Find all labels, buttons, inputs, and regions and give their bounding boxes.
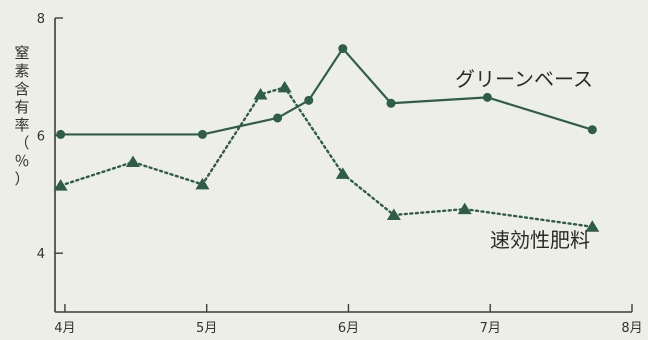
data-point-circle	[197, 129, 207, 139]
data-point-triangle	[457, 202, 472, 215]
data-point-triangle	[253, 87, 268, 100]
data-point-triangle	[195, 177, 210, 190]
x-tick-label: 7月	[480, 321, 501, 336]
data-point-circle	[482, 92, 492, 102]
data-point-circle	[304, 95, 314, 105]
x-tick-label: 8月	[621, 321, 642, 336]
data-point-circle	[386, 98, 396, 108]
series-label-fast-fertilizer: 速効性肥料	[490, 228, 590, 252]
y-axis-label-char: 窒	[14, 44, 29, 62]
data-point-triangle	[277, 80, 292, 93]
data-point-circle	[273, 113, 283, 123]
x-tick-label: 6月	[338, 321, 359, 336]
series-label-green-base: グリーンベース	[455, 67, 593, 91]
series-line-1	[59, 47, 594, 136]
x-tick-label: 5月	[196, 321, 217, 336]
data-point-circle	[56, 129, 66, 139]
y-axis-label-char: 素	[14, 62, 29, 80]
y-axis-label-char: ）	[14, 170, 29, 188]
y-tick-label: 6	[37, 130, 45, 145]
data-point-triangle	[125, 155, 140, 168]
y-axis-label-char: ％	[14, 152, 29, 170]
data-point-triangle	[335, 167, 350, 179]
y-axis-label-char: 含	[14, 80, 29, 98]
data-point-circle	[587, 125, 597, 135]
data-point-triangle	[386, 208, 401, 220]
y-tick-label: 4	[37, 247, 45, 262]
axes	[54, 17, 633, 313]
series-layer	[53, 44, 600, 232]
y-axis-label-char: 率	[14, 116, 29, 134]
series-line-2	[59, 86, 594, 228]
y-axis-label-char: （	[14, 134, 29, 152]
data-point-triangle	[53, 179, 68, 191]
data-point-triangle	[585, 220, 600, 232]
x-tick-label: 4月	[54, 321, 75, 336]
y-axis-label-char: 有	[14, 98, 29, 116]
data-point-circle	[338, 44, 348, 54]
y-tick-label: 8	[37, 12, 45, 27]
